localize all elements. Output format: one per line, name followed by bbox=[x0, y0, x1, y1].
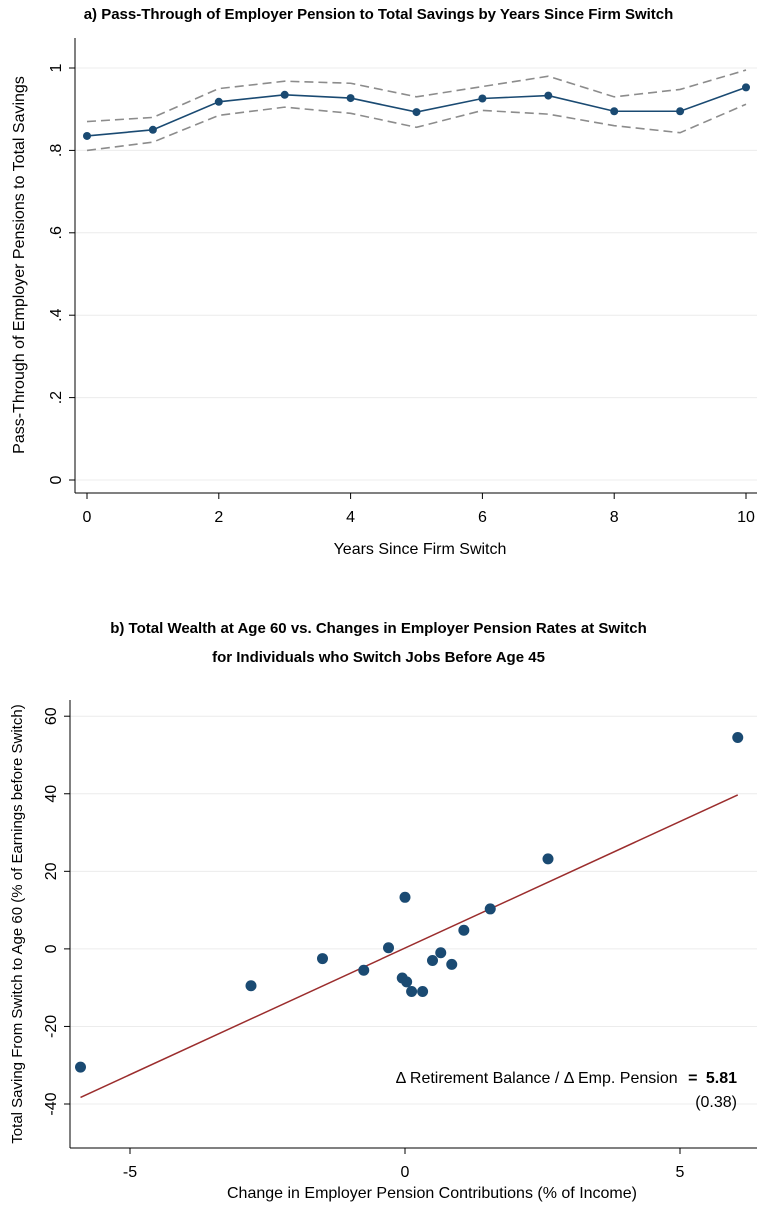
chart-a-point bbox=[676, 107, 685, 116]
chart-a-point bbox=[544, 91, 553, 100]
chart-b-y-axis-title: Total Saving From Switch to Age 60 (% of… bbox=[9, 704, 26, 1143]
chart-a-title: a) Pass-Through of Employer Pension to T… bbox=[83, 6, 674, 23]
chart-a-series-line-upper-ci bbox=[86, 69, 747, 123]
chart-a-y-tick-label: .8 bbox=[48, 144, 65, 157]
chart-b-title: b) Total Wealth at Age 60 vs. Changes in… bbox=[110, 620, 647, 637]
chart-b-annotation-value: 5.81 bbox=[706, 1070, 737, 1087]
chart-a-x-tick-label: 8 bbox=[610, 509, 619, 526]
chart-b-point bbox=[383, 942, 394, 954]
chart-b-point bbox=[435, 947, 447, 959]
chart-b-y-tick-label: 20 bbox=[43, 862, 60, 880]
chart-a-point bbox=[83, 131, 91, 140]
chart-b-y-tick-label: 60 bbox=[43, 707, 60, 725]
chart-a-point bbox=[346, 94, 355, 103]
chart-b-point bbox=[732, 732, 744, 744]
chart-b-point bbox=[458, 924, 470, 936]
chart-a-point bbox=[148, 125, 157, 134]
chart-a-point bbox=[412, 108, 421, 117]
chart-a-point bbox=[742, 83, 750, 92]
chart-a-y-tick-label: 1 bbox=[48, 63, 65, 72]
chart-a-y-tick-label: .2 bbox=[48, 391, 65, 404]
chart-b-point bbox=[406, 986, 418, 998]
chart-b-point bbox=[245, 980, 257, 992]
chart-b-x-tick-label: -5 bbox=[123, 1164, 137, 1181]
chart-a-x-axis-title: Years Since Firm Switch bbox=[334, 541, 507, 558]
chart-b-point bbox=[417, 986, 429, 998]
chart-a-x-tick-label: 0 bbox=[83, 509, 92, 526]
chart-b-point bbox=[427, 955, 438, 967]
chart-a-point bbox=[478, 94, 487, 103]
chart-b-fit-line bbox=[80, 794, 739, 1099]
chart-b-point bbox=[542, 853, 554, 865]
chart-a-point bbox=[610, 107, 619, 116]
chart-b-subtitle: for Individuals who Switch Jobs Before A… bbox=[212, 649, 545, 666]
chart-b-point bbox=[399, 891, 411, 903]
chart-b-y-tick-label: -40 bbox=[43, 1092, 60, 1115]
chart-b-point bbox=[358, 964, 370, 976]
chart-a-y-axis-title: Pass-Through of Employer Pensions to Tot… bbox=[11, 76, 28, 454]
chart-b-y-tick-label: 40 bbox=[43, 785, 60, 803]
chart-b-x-tick-label: 5 bbox=[676, 1164, 685, 1181]
chart-a-x-tick-label: 6 bbox=[478, 509, 487, 526]
chart-a-y-tick-label: 0 bbox=[48, 475, 65, 484]
chart-a-x-tick-label: 4 bbox=[346, 509, 355, 526]
chart-b-point bbox=[401, 976, 413, 988]
chart-a-point bbox=[280, 90, 289, 99]
chart-b-x-axis-title: Change in Employer Pension Contributions… bbox=[227, 1185, 637, 1202]
chart-b-annotation: Δ Retirement Balance / Δ Emp. Pension = … bbox=[396, 1070, 737, 1087]
chart-a-x-tick-label: 2 bbox=[214, 509, 223, 526]
chart-b-y-tick-label: -20 bbox=[43, 1015, 60, 1038]
chart-b-point bbox=[484, 903, 496, 915]
chart-b-y-tick-label: 0 bbox=[43, 944, 60, 953]
chart-b-point bbox=[317, 953, 328, 965]
chart-a-y-tick-label: .4 bbox=[48, 308, 65, 321]
chart-b-annotation-eq: = bbox=[688, 1070, 702, 1087]
chart-a-x-tick-label: 10 bbox=[737, 509, 755, 526]
chart-b-point bbox=[446, 958, 458, 970]
chart-a-series-line-lower-ci bbox=[86, 103, 747, 152]
chart-b-annotation-text: Δ Retirement Balance / Δ Emp. Pension bbox=[396, 1070, 682, 1087]
chart-a-y-tick-label: .6 bbox=[48, 226, 65, 239]
chart-b-x-tick-label: 0 bbox=[401, 1164, 410, 1181]
chart-b-point bbox=[75, 1061, 86, 1073]
chart-b-annotation-se: (0.38) bbox=[695, 1094, 737, 1111]
chart-a-point bbox=[214, 97, 223, 106]
